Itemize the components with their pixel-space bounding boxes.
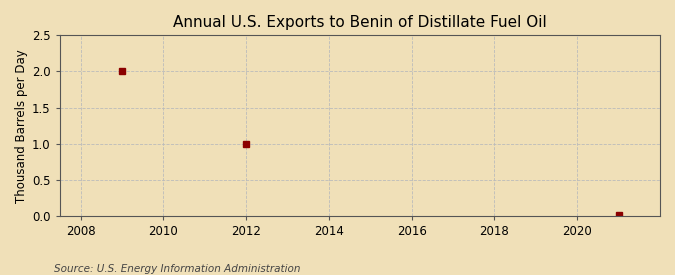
- Y-axis label: Thousand Barrels per Day: Thousand Barrels per Day: [15, 49, 28, 202]
- Title: Annual U.S. Exports to Benin of Distillate Fuel Oil: Annual U.S. Exports to Benin of Distilla…: [173, 15, 547, 30]
- Text: Source: U.S. Energy Information Administration: Source: U.S. Energy Information Administ…: [54, 264, 300, 274]
